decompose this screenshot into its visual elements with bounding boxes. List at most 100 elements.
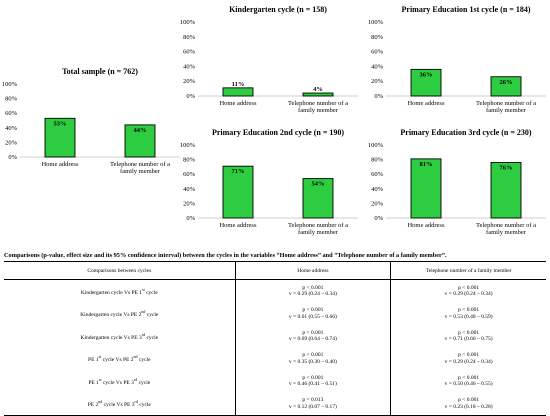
x-category-label: Telephone number of a family member	[476, 222, 536, 236]
y-tick-label: 0%	[186, 215, 195, 222]
table-header-row: Comparisons between cycles Home address …	[4, 261, 546, 280]
data-label: 26%	[500, 79, 513, 86]
x-category-label: Home address	[41, 161, 78, 168]
x-category-label: Home address	[407, 100, 444, 107]
y-tick-label: 60%	[183, 49, 196, 56]
bar	[490, 76, 522, 97]
y-tick-label: 100%	[368, 142, 384, 149]
y-tick-label: 80%	[183, 34, 196, 41]
data-label: 76%	[500, 165, 513, 172]
y-tick-label: 40%	[183, 63, 196, 70]
y-tick-label: 20%	[5, 139, 18, 146]
bar-chart-3: Primary Education 2nd cycle (n = 190) 0% 2…	[180, 128, 358, 236]
x-category-label: Telephone number of a family member	[288, 222, 348, 236]
x-category-label: Home address	[219, 100, 256, 107]
bar-chart-4: Primary Education 3rd cycle (n = 230) 0% 2…	[368, 128, 546, 236]
y-tick-label: 100%	[180, 142, 196, 149]
bar	[222, 87, 254, 97]
x-category-label: Home address	[407, 222, 444, 229]
data-label: 81%	[420, 161, 433, 168]
comparison-cell: PE 1st cycle Vs PE 3rd cycle	[4, 370, 236, 393]
y-tick-label: 80%	[5, 96, 18, 103]
y-tick-label: 80%	[183, 157, 196, 164]
bar	[222, 165, 254, 219]
header-telephone: Telephone number of a family member	[390, 261, 546, 280]
comparison-cell: PE 1st cycle Vs PE 2nd cycle	[4, 347, 236, 370]
bar	[410, 68, 442, 97]
comparison-cell: Kindergarten cycle Vs PE 3rd cycle	[4, 325, 236, 348]
telephone-cell: p < 0.001 v = 0.53 (0.48 – 0.59)	[444, 307, 493, 320]
comparison-table: Comparisons between cycles Home address …	[4, 261, 546, 416]
bar	[302, 92, 334, 97]
home-address-cell: p < 0.001 v = 0.69 (0.64 – 0.74)	[235, 325, 392, 348]
y-tick-label: 40%	[371, 63, 384, 70]
y-tick-label: 20%	[183, 78, 196, 85]
data-label: 44%	[134, 127, 147, 134]
y-tick-label: 60%	[183, 171, 196, 178]
y-tick-label: 60%	[371, 171, 384, 178]
table-row: PE 1st cycle Vs PE 2nd cycle p < 0.001 v =…	[4, 347, 546, 370]
table-row: Kindergarten cycle Vs PE 2nd cycle p < 0.…	[4, 302, 546, 325]
y-tick-label: 100%	[368, 19, 384, 26]
telephone-cell: p < 0.001 v = 0.29 (0.24 – 0.34)	[444, 284, 493, 298]
y-tick-label: 80%	[371, 34, 384, 41]
x-category-label: Telephone number of a family member	[288, 100, 348, 114]
bar	[490, 162, 522, 219]
x-category-label: Telephone number of a family member	[476, 100, 536, 114]
data-label: 36%	[420, 71, 433, 78]
y-tick-label: 0%	[186, 93, 195, 100]
telephone-cell: p < 0.001 v = 0.50 (0.46 – 0.55)	[444, 374, 493, 388]
comparison-cell: Kindergarten cycle Vs PE 1st cycle	[4, 279, 236, 303]
header-comparisons: Comparisons between cycles	[4, 261, 236, 280]
comparison-cell: Kindergarten cycle Vs PE 2nd cycle	[4, 302, 236, 325]
x-category-label: Home address	[219, 222, 256, 229]
bar-chart-1: Kindergarten cycle (n = 158) 0% 20% 40% 60% 8…	[180, 5, 358, 114]
telephone-cell: p < 0.001 v = 0.71 (0.66 – 0.75)	[444, 329, 493, 343]
y-tick-label: 100%	[2, 81, 18, 88]
x-category-label: Telephone number of a family member	[110, 161, 170, 175]
home-address-cell: p < 0.001 v = 0.29 (0.24 – 0.34)	[235, 279, 392, 303]
y-tick-label: 60%	[5, 110, 18, 117]
data-label: 71%	[232, 168, 245, 175]
chart-title: Primary Education 2nd cycle (n = 190)	[212, 128, 344, 137]
telephone-cell: p < 0.001 v = 0.23 (0.18 – 0.28)	[390, 392, 546, 416]
bar	[44, 117, 76, 158]
table-row: Kindergarten cycle Vs PE 3rd cycle p < 0.…	[4, 325, 546, 348]
y-tick-label: 20%	[371, 78, 384, 85]
data-label: 54%	[312, 181, 325, 188]
y-tick-label: 20%	[371, 200, 384, 207]
bar	[124, 124, 156, 158]
chart-title: Kindergarten cycle (n = 158)	[229, 5, 327, 14]
y-tick-label: 80%	[371, 157, 384, 164]
y-tick-label: 100%	[180, 19, 196, 26]
chart-title: Primary Education 1st cycle (n = 184)	[402, 5, 531, 14]
table-caption: Comparisons (p-value, effect size and it…	[4, 252, 447, 259]
bar-chart-2: Primary Education 1st cycle (n = 184) 0% 2…	[368, 5, 546, 114]
bar	[410, 158, 442, 219]
y-tick-label: 40%	[5, 125, 18, 132]
chart-title: Total sample (n = 762)	[62, 67, 138, 76]
y-tick-label: 20%	[183, 200, 196, 207]
telephone-cell: p < 0.001 v = 0.29 (0.24 – 0.34)	[444, 352, 493, 365]
y-tick-label: 0%	[374, 215, 383, 222]
y-tick-label: 60%	[371, 49, 384, 56]
table-row: PE 1st cycle Vs PE 3rd cycle p < 0.001 v =…	[4, 370, 546, 393]
data-label: 4%	[313, 86, 323, 93]
table-row: Kindergarten cycle Vs PE 1st cycle p < 0.…	[4, 279, 546, 303]
table-row: PE 2nd cycle Vs PE 3rd cycle p = 0.013 v =…	[4, 392, 546, 416]
home-address-cell: p < 0.001 v = 0.61 (0.55 – 0.66)	[235, 302, 392, 325]
comparison-cell: PE 2nd cycle Vs PE 3rd cycle	[4, 392, 236, 416]
data-label: 11%	[232, 81, 245, 88]
y-tick-label: 0%	[8, 154, 17, 161]
y-tick-label: 0%	[374, 93, 383, 100]
y-tick-label: 40%	[183, 186, 196, 193]
home-address-cell: p < 0.001 v = 0.35 (0.30 – 0.40)	[235, 347, 392, 370]
y-tick-label: 40%	[371, 186, 384, 193]
header-home-address: Home address	[235, 261, 392, 280]
bar-chart-0: Total sample (n = 762) 0% 20% 40% 60% 80% 100%…	[2, 67, 180, 175]
chart-title: Primary Education 3rd cycle (n = 230)	[400, 128, 532, 137]
home-address-cell: p < 0.001 v = 0.46 (0.41 – 0.51)	[235, 370, 392, 393]
charts-area: Total sample (n = 762) 0% 20% 40% 60% 80% 100%…	[2, 5, 546, 236]
bar	[302, 178, 334, 219]
home-address-cell: p = 0.013 v = 0.12 (0.07 – 0.17)	[235, 392, 392, 416]
